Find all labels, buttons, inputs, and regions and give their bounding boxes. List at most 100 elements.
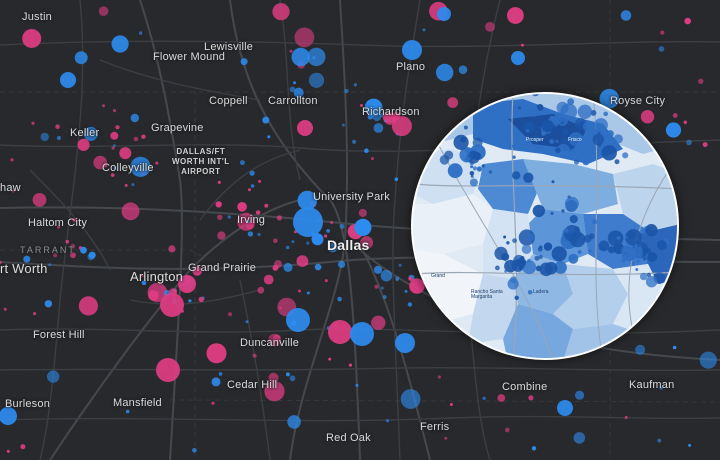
data-point [160, 293, 184, 317]
highway [139, 0, 183, 460]
data-point [285, 245, 290, 250]
data-point [274, 260, 282, 269]
data-point [83, 126, 98, 141]
data-point [44, 300, 53, 308]
inset-data-point [517, 257, 527, 267]
data-point [55, 124, 60, 129]
data-point [394, 177, 399, 181]
place-label-flower-mound: Flower Mound [153, 51, 226, 63]
data-point [10, 158, 14, 162]
data-point [384, 113, 397, 126]
data-point [337, 296, 342, 302]
inset-data-point [488, 170, 493, 174]
data-point [138, 31, 143, 35]
inset-data-point [472, 166, 477, 171]
data-point [258, 179, 262, 183]
inset-data-point [614, 159, 620, 165]
inset-data-point [568, 253, 579, 264]
data-point [218, 372, 223, 376]
data-point [620, 10, 632, 21]
inset-data-point [502, 120, 507, 125]
inset-data-point [534, 135, 541, 142]
data-point [504, 427, 510, 433]
data-point [422, 28, 426, 32]
inset-data-point [514, 295, 519, 300]
inset-data-point [512, 171, 521, 180]
data-point [125, 409, 130, 414]
data-point [168, 245, 176, 253]
data-point [395, 276, 400, 281]
place-label-colleyville: Colleyville [102, 162, 154, 174]
inset-data-point [447, 163, 463, 179]
data-point [130, 156, 151, 177]
data-point [374, 284, 379, 289]
data-point [188, 299, 192, 303]
data-point [702, 142, 708, 148]
data-point [272, 3, 290, 21]
inset-data-point [627, 231, 636, 240]
data-point [285, 372, 290, 377]
data-point [291, 240, 295, 244]
data-point [102, 104, 105, 108]
data-point [11, 189, 15, 193]
data-point [328, 357, 332, 361]
data-point [112, 109, 117, 113]
data-point [268, 372, 279, 383]
data-point [659, 386, 663, 390]
inset-data-point [550, 211, 554, 215]
inset-data-point [455, 170, 459, 174]
road [392, 0, 421, 460]
data-point [404, 289, 408, 293]
inset-data-point [646, 272, 651, 277]
inset-data-point [444, 150, 454, 160]
data-points [0, 1, 717, 453]
inset-data-point [469, 178, 478, 187]
data-point [386, 419, 390, 423]
inset-data-point [631, 261, 635, 265]
data-point [103, 163, 108, 168]
data-point [658, 46, 665, 52]
place-label-irving: Irving [237, 214, 266, 226]
data-point [289, 86, 296, 93]
inset-data-point [636, 259, 640, 263]
data-point [308, 72, 325, 88]
data-point [672, 113, 678, 118]
data-point [133, 136, 139, 142]
inset-data-point [544, 261, 558, 275]
inset-data-point [537, 246, 543, 252]
data-point [72, 217, 78, 223]
inset-data-point [481, 164, 485, 168]
data-point [257, 232, 261, 237]
data-point [360, 104, 363, 107]
place-label-fort-worth: rt Worth [0, 261, 48, 276]
inset-data-point [527, 290, 533, 295]
data-point [48, 263, 52, 267]
inset-data-point [470, 165, 474, 169]
inset-data-point [588, 249, 592, 253]
data-point [70, 252, 76, 259]
inset-map-magnifier[interactable]: Prosper Frisco Grand Rancho Santa Margar… [411, 92, 679, 360]
data-point [237, 212, 256, 231]
inset-data-point [592, 133, 604, 146]
place-label-burleson: Burleson [5, 398, 51, 410]
data-point [640, 110, 655, 124]
data-point [263, 274, 274, 285]
data-point [32, 193, 47, 207]
data-point [531, 446, 537, 451]
data-point [328, 320, 352, 344]
inset-data-point [527, 233, 535, 241]
data-point [306, 241, 310, 245]
road [0, 366, 720, 372]
data-point [228, 312, 232, 317]
inset-data-point [567, 98, 575, 105]
inset-data-point [622, 152, 629, 159]
data-point [113, 166, 117, 170]
road [29, 169, 111, 271]
data-point [698, 78, 704, 85]
data-point [289, 375, 296, 382]
inset-data-point [564, 196, 579, 211]
inset-data-point [511, 144, 516, 148]
data-point [93, 155, 107, 170]
inset-data-point [645, 224, 658, 237]
